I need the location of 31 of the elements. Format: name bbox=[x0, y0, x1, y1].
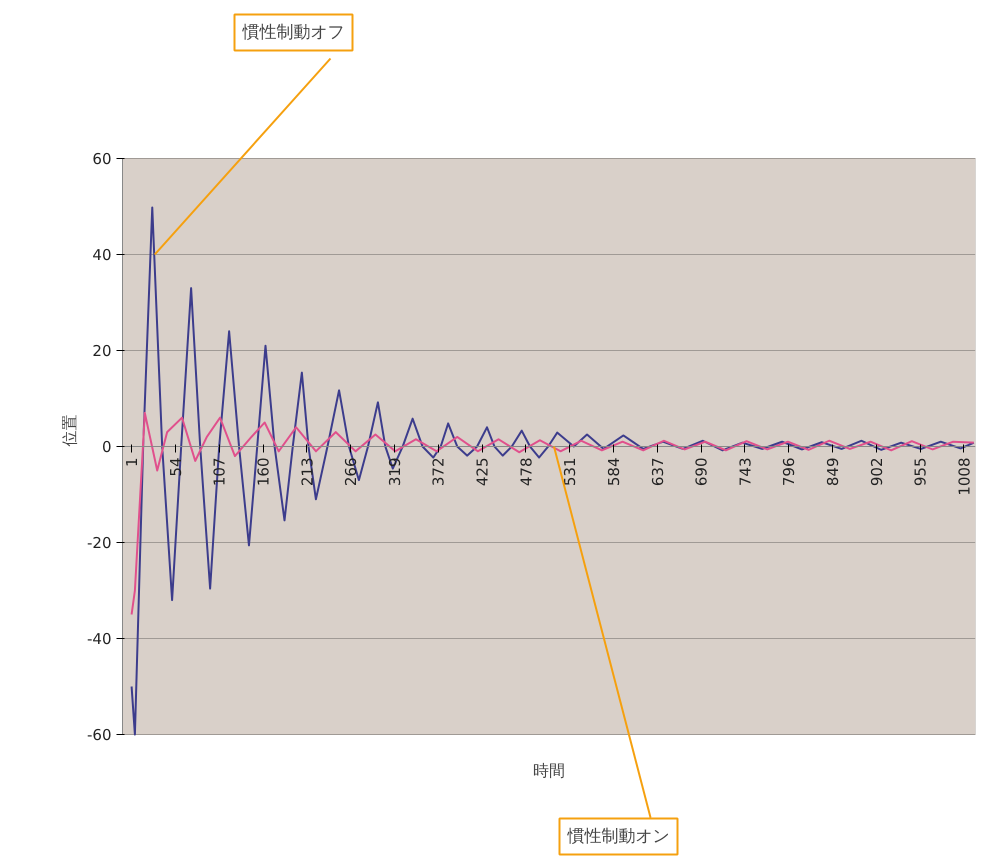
x-tick-label: 1008 bbox=[955, 457, 974, 496]
x-tick-label: 796 bbox=[780, 457, 798, 486]
x-tick-label: 743 bbox=[736, 457, 754, 486]
x-tick-label: 54 bbox=[166, 457, 185, 477]
x-tick-label: 531 bbox=[561, 457, 580, 486]
x-tick-label: 213 bbox=[298, 457, 316, 486]
x-tick-label: 266 bbox=[342, 457, 360, 486]
x-tick-label: 160 bbox=[254, 457, 273, 486]
y-tick-label: 0 bbox=[102, 438, 112, 456]
x-tick-label: 690 bbox=[692, 457, 711, 486]
x-axis-title: 時間 bbox=[533, 761, 565, 780]
x-tick-label: 372 bbox=[430, 457, 448, 486]
y-tick-label: -40 bbox=[87, 630, 112, 648]
x-tick-label: 107 bbox=[210, 457, 229, 486]
x-tick-label: 902 bbox=[868, 457, 886, 486]
y-axis-title: 位置 bbox=[60, 414, 79, 446]
x-tick-label: 955 bbox=[912, 457, 930, 486]
y-tick-label: 40 bbox=[92, 246, 112, 264]
y-tick-label: 20 bbox=[92, 342, 112, 360]
x-tick-label: 584 bbox=[604, 457, 623, 486]
x-tick-label: 637 bbox=[648, 457, 667, 486]
annotation: 慣性制動オフ bbox=[242, 22, 344, 42]
x-tick-label: 425 bbox=[474, 457, 492, 486]
annotation: 慣性制動オン bbox=[566, 826, 670, 846]
x-tick-label: 849 bbox=[824, 457, 842, 486]
y-tick-label: 60 bbox=[92, 150, 112, 168]
x-tick-label: 1 bbox=[123, 457, 142, 468]
y-tick-label: -20 bbox=[87, 534, 112, 552]
x-tick-label: 478 bbox=[517, 457, 536, 486]
y-tick-label: -60 bbox=[87, 726, 112, 744]
x-tick-label: 319 bbox=[386, 457, 404, 486]
